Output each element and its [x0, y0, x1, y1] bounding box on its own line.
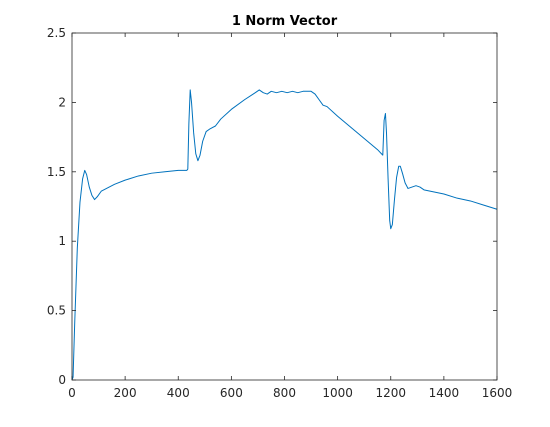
x-tick-label: 1000: [322, 386, 353, 400]
axes-box: [71, 32, 498, 381]
axes: 0 200 400 600 800 1000 1200 1400 1600 0 0.5 1 1.5 2 2.…: [47, 26, 512, 400]
series-line: [71, 89, 498, 381]
y-tick-label: 0: [58, 373, 66, 387]
y-tick-label: 2: [58, 95, 66, 109]
x-tick-label: 400: [167, 386, 190, 400]
x-tick-label: 600: [220, 386, 243, 400]
y-tick-label: 1: [58, 234, 66, 248]
y-tick-label: 2.5: [47, 26, 66, 40]
plot-area: [71, 89, 498, 381]
chart-title: 1 Norm Vector: [232, 14, 338, 29]
x-tick-label: 800: [273, 386, 296, 400]
y-tick-label: 0.5: [47, 304, 66, 318]
x-tick-label: 200: [114, 386, 137, 400]
x-tick-label: 1400: [429, 386, 460, 400]
x-tick-label: 1600: [482, 386, 513, 400]
x-tick-label: 1200: [375, 386, 406, 400]
y-tick-label: 1.5: [47, 165, 66, 179]
x-tick-label: 0: [68, 386, 76, 400]
